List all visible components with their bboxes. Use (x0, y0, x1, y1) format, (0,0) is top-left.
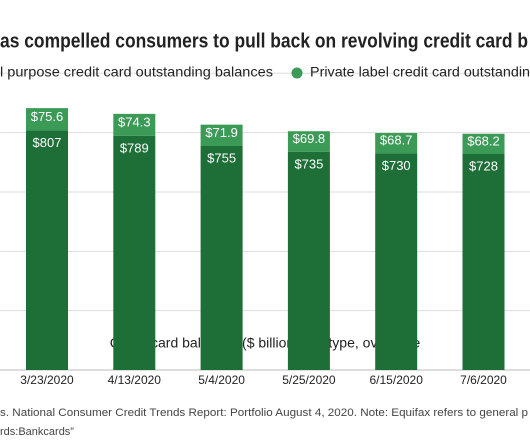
bar-segment (375, 153, 418, 370)
data-label: $68.2 (467, 133, 500, 148)
x-tick-label: 6/15/2020 (370, 373, 424, 387)
bar-segment (375, 133, 418, 154)
bar-segment (462, 154, 505, 370)
legend-label: l purpose credit card outstanding balanc… (0, 64, 273, 80)
bar-segment (26, 130, 68, 370)
x-tick-label: 5/4/2020 (198, 373, 245, 387)
legend-label: Private label credit card outstandin (310, 64, 530, 80)
data-label: $74.3 (118, 114, 151, 129)
bar-segment (113, 135, 156, 370)
chart-title: as compelled consumers to pull back on r… (0, 30, 528, 52)
data-label: $69.8 (293, 131, 326, 146)
data-label: $735 (294, 156, 323, 171)
data-label: $75.6 (31, 109, 64, 124)
bar-segment (287, 131, 330, 152)
x-axis-title: Credit card balances ($ billions) by typ… (110, 335, 421, 351)
bar-segment (113, 113, 156, 136)
footnote: s. National Consumer Credit Trends Repor… (0, 407, 528, 419)
data-label: $789 (120, 140, 149, 155)
bar-segment (26, 108, 68, 131)
bar-segment (462, 133, 505, 155)
x-tick-label: 7/6/2020 (460, 373, 507, 387)
data-label: $755 (207, 150, 236, 165)
data-label: $71.9 (205, 125, 238, 140)
x-tick-label: 3/23/2020 (20, 373, 74, 387)
x-tick-label: 4/13/2020 (108, 373, 162, 387)
data-label: $68.7 (380, 133, 413, 148)
x-tick-label: 5/25/2020 (282, 373, 336, 387)
bar-segment (200, 124, 243, 146)
footnote: rds:Bankcards” (0, 426, 74, 438)
bar-segment (200, 145, 243, 370)
data-label: $730 (382, 158, 411, 173)
bar-segment (287, 151, 330, 370)
data-label: $728 (469, 158, 498, 173)
legend-marker (291, 67, 303, 79)
data-label: $807 (33, 135, 62, 150)
